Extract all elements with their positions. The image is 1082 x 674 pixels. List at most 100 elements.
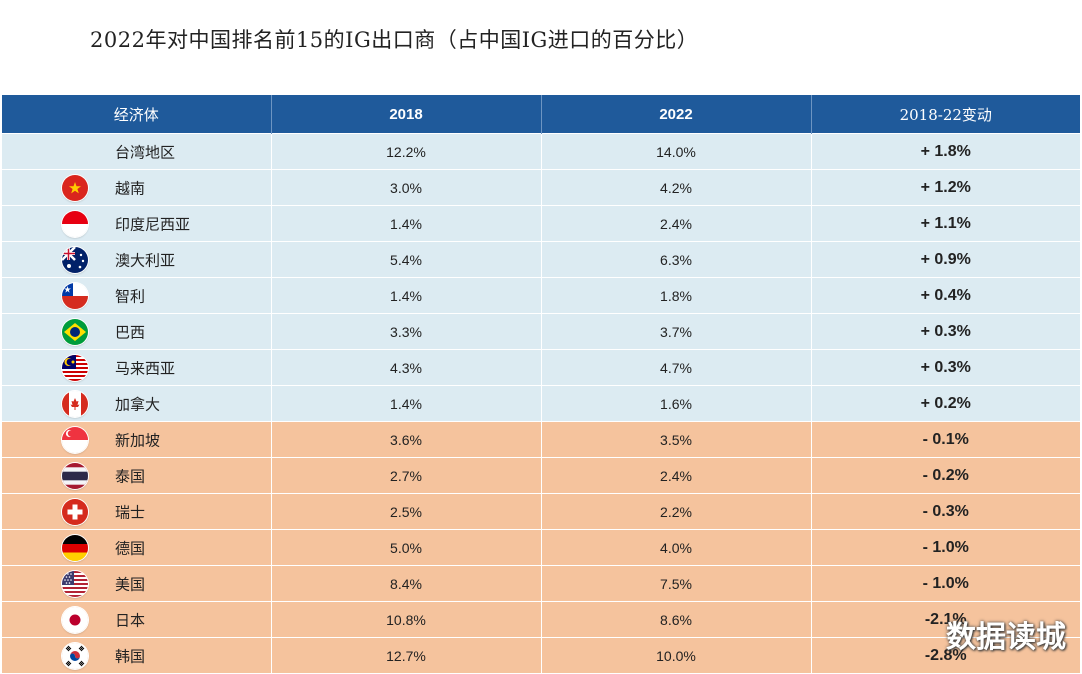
vietnam-flag-icon	[62, 174, 88, 201]
korea-flag-icon	[62, 642, 88, 669]
cell-economy: 澳大利亚	[2, 241, 271, 278]
germany-flag-icon	[62, 534, 88, 561]
cell-change: - 1.0%	[810, 529, 1080, 566]
economy-name: 澳大利亚	[115, 251, 176, 269]
cell-2018: 10.8%	[270, 601, 541, 638]
economy-name: 泰国	[115, 467, 146, 485]
cell-change: + 1.2%	[810, 169, 1080, 206]
cell-change: + 1.8%	[810, 133, 1080, 170]
header-change: 2018-22变动	[810, 95, 1080, 134]
economy-name: 台湾地区	[115, 143, 176, 161]
table-row: 泰国 2.7% 2.4% - 0.2%	[2, 457, 1080, 494]
cell-2022: 2.4%	[540, 205, 811, 242]
cell-2022: 4.7%	[540, 349, 811, 386]
table-row: 瑞士 2.5% 2.2% - 0.3%	[2, 493, 1080, 530]
economy-name: 智利	[115, 287, 146, 305]
cell-economy: 加拿大	[2, 385, 271, 422]
table-row: 智利 1.4% 1.8% + 0.4%	[2, 277, 1080, 314]
cell-2018: 8.4%	[270, 565, 541, 602]
economy-name: 马来西亚	[115, 359, 176, 377]
cell-2022: 10.0%	[540, 637, 811, 673]
table-row: 日本 10.8% 8.6% -2.1%	[2, 601, 1080, 638]
cell-2018: 12.7%	[270, 637, 541, 673]
table-row: 巴西 3.3% 3.7% + 0.3%	[2, 313, 1080, 350]
cell-2022: 8.6%	[540, 601, 811, 638]
cell-2022: 1.8%	[540, 277, 811, 314]
cell-2018: 3.6%	[270, 421, 541, 458]
cell-economy: 泰国	[2, 457, 271, 494]
cell-2022: 2.2%	[540, 493, 811, 530]
thailand-flag-icon	[62, 462, 88, 489]
economy-name: 瑞士	[115, 503, 146, 521]
cell-change: - 1.0%	[810, 565, 1080, 602]
cell-2018: 3.3%	[270, 313, 541, 350]
cell-economy: 德国	[2, 529, 271, 566]
header-row: 经济体 2018 2022 2018-22变动	[2, 95, 1080, 134]
cell-2022: 4.0%	[540, 529, 811, 566]
economy-name: 德国	[115, 539, 146, 557]
cell-2018: 1.4%	[270, 385, 541, 422]
cell-change: + 0.3%	[810, 313, 1080, 350]
economy-name: 越南	[115, 179, 146, 197]
singapore-flag-icon	[62, 426, 88, 453]
australia-flag-icon	[62, 246, 88, 273]
cell-change: - 0.3%	[810, 493, 1080, 530]
economy-name: 巴西	[115, 323, 146, 341]
table-row: 印度尼西亚 1.4% 2.4% + 1.1%	[2, 205, 1080, 242]
cell-change: - 0.1%	[810, 421, 1080, 458]
table-row: 德国 5.0% 4.0% - 1.0%	[2, 529, 1080, 566]
cell-change: + 1.1%	[810, 205, 1080, 242]
switzerland-flag-icon	[62, 498, 88, 525]
cell-2018: 4.3%	[270, 349, 541, 386]
cell-2022: 14.0%	[540, 133, 811, 170]
cell-change: -2.1%	[810, 601, 1080, 638]
cell-economy: 日本	[2, 601, 271, 638]
economy-name: 加拿大	[115, 395, 161, 413]
cell-2022: 3.5%	[540, 421, 811, 458]
cell-2018: 3.0%	[270, 169, 541, 206]
table-row: 台湾地区 12.2% 14.0% + 1.8%	[2, 133, 1080, 170]
cell-2018: 1.4%	[270, 277, 541, 314]
cell-economy: 韩国	[2, 637, 271, 673]
chile-flag-icon	[62, 282, 88, 309]
cell-change: - 0.2%	[810, 457, 1080, 494]
header-2022: 2022	[540, 95, 811, 134]
economy-name: 日本	[115, 611, 146, 629]
cell-economy: 瑞士	[2, 493, 271, 530]
cell-2018: 5.0%	[270, 529, 541, 566]
cell-2022: 1.6%	[540, 385, 811, 422]
watermark: 数据读城	[946, 620, 1066, 655]
brazil-flag-icon	[62, 318, 88, 345]
cell-economy: 台湾地区	[2, 133, 271, 170]
cell-change: + 0.9%	[810, 241, 1080, 278]
indonesia-flag-icon	[62, 210, 88, 237]
economy-name: 韩国	[115, 647, 146, 665]
cell-2018: 1.4%	[270, 205, 541, 242]
economy-name: 美国	[115, 575, 146, 593]
cell-economy: 新加坡	[2, 421, 271, 458]
table-row: 韩国 12.7% 10.0% -2.8%	[2, 637, 1080, 673]
cell-2022: 4.2%	[540, 169, 811, 206]
cell-economy: 马来西亚	[2, 349, 271, 386]
cell-2018: 2.7%	[270, 457, 541, 494]
cell-economy: 美国	[2, 565, 271, 602]
cell-2018: 12.2%	[270, 133, 541, 170]
cell-economy: 印度尼西亚	[2, 205, 271, 242]
table-row: 越南 3.0% 4.2% + 1.2%	[2, 169, 1080, 206]
header-economy: 经济体	[2, 95, 271, 134]
cell-change: -2.8%	[810, 637, 1080, 673]
cell-economy: 智利	[2, 277, 271, 314]
cell-change: + 0.3%	[810, 349, 1080, 386]
chart-title: 2022年对中国排名前15的IG出口商（占中国IG进口的百分比）	[90, 28, 699, 52]
japan-flag-icon	[62, 606, 88, 633]
cell-economy: 巴西	[2, 313, 271, 350]
cell-2022: 2.4%	[540, 457, 811, 494]
table-row: 澳大利亚 5.4% 6.3% + 0.9%	[2, 241, 1080, 278]
cell-economy: 越南	[2, 169, 271, 206]
cell-2022: 7.5%	[540, 565, 811, 602]
cell-change: + 0.4%	[810, 277, 1080, 314]
header-2018: 2018	[270, 95, 541, 134]
table-row: 美国 8.4% 7.5% - 1.0%	[2, 565, 1080, 602]
usa-flag-icon	[62, 570, 88, 597]
economy-name: 新加坡	[115, 431, 161, 449]
